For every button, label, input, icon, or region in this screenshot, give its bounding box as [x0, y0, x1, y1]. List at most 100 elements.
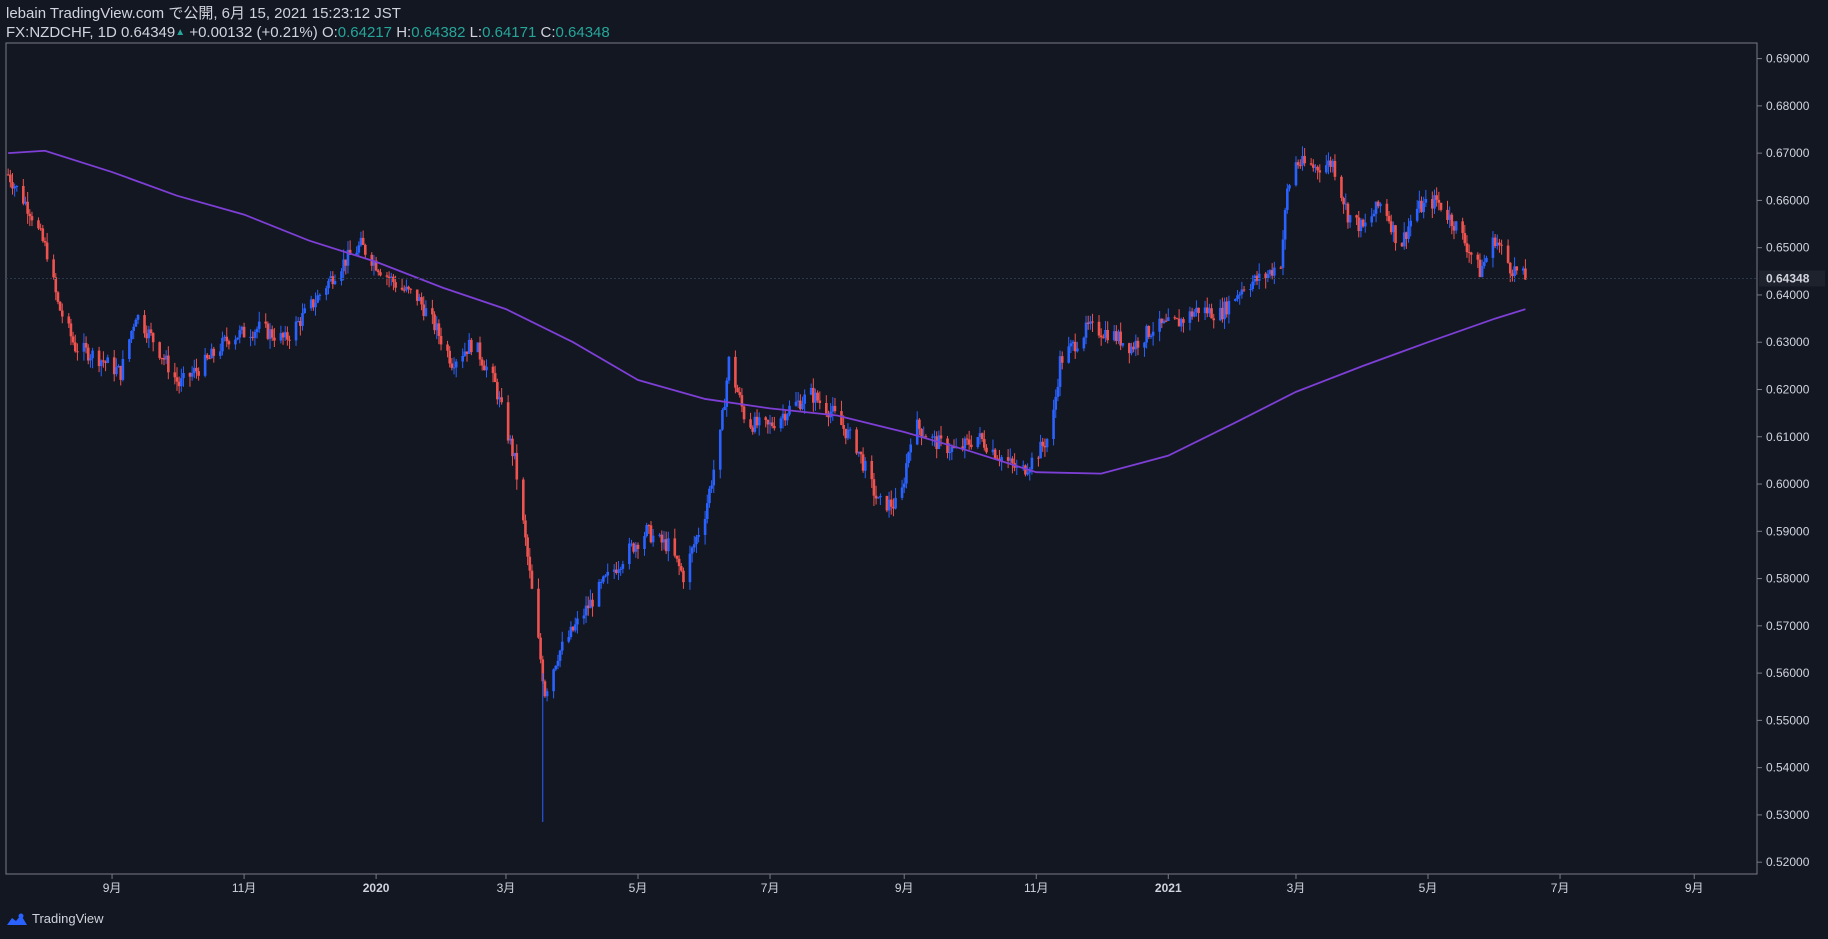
x-tick-label: 11月 [232, 881, 256, 895]
candle-down [1197, 307, 1200, 314]
candle-up [634, 544, 638, 552]
candle-down [84, 342, 88, 348]
candle-down [660, 534, 664, 543]
candle-down [58, 301, 62, 311]
candle-down [195, 367, 198, 372]
candle-up [658, 534, 661, 536]
candle-up [1056, 386, 1060, 397]
candle-down [491, 366, 495, 374]
candle-down [1115, 331, 1118, 341]
candle-up [584, 605, 588, 616]
candle-down [465, 351, 469, 354]
candle-up [357, 245, 361, 253]
y-tick-label: 0.64000 [1766, 288, 1810, 302]
candle-up [1145, 325, 1148, 343]
candle-up [1513, 266, 1516, 277]
candle-down [281, 333, 285, 338]
candle-up [915, 419, 919, 445]
candle-up [697, 534, 700, 537]
candle-down [1452, 226, 1456, 231]
candle-up [976, 437, 980, 448]
last-price: 0.64349 [121, 24, 176, 41]
candle-up [498, 397, 501, 400]
candle-down [1255, 275, 1259, 281]
candle-up [182, 373, 185, 379]
candle-up [218, 351, 222, 356]
candle-up [1195, 307, 1198, 313]
candle-up [1117, 331, 1120, 341]
publish-info: lebain TradingView.com で公開, 6月 15, 2021 … [6, 5, 401, 22]
candle-up [1495, 242, 1499, 247]
candle-down [273, 337, 276, 341]
candle-up [552, 669, 555, 692]
candle-down [1450, 214, 1454, 227]
candle-down [521, 479, 525, 521]
candle-up [589, 599, 592, 609]
candle-up [1324, 165, 1328, 173]
candle-down [102, 360, 105, 362]
candle-up [1281, 239, 1285, 268]
candle-down [407, 286, 410, 289]
y-tick-label: 0.65000 [1766, 241, 1810, 255]
candle-up [1418, 200, 1421, 209]
candle-up [602, 576, 605, 582]
chart-header: lebain TradingView.com で公開, 6月 15, 2021 … [6, 4, 610, 44]
open-label: O: [321, 24, 338, 41]
candle-down [818, 400, 822, 404]
candle-down [177, 381, 181, 387]
candle-up [1448, 214, 1451, 220]
candle-up [1162, 320, 1166, 324]
candle-up [1082, 337, 1086, 349]
candle-up [621, 564, 625, 569]
candle-up [193, 367, 196, 373]
candle-down [483, 365, 486, 371]
candle-up [389, 276, 393, 279]
y-tick-label: 0.55000 [1766, 713, 1810, 727]
candle-down [636, 544, 640, 549]
candle-down [361, 237, 365, 245]
candle-down [874, 495, 878, 499]
candle-down [1316, 166, 1319, 171]
candle-up [931, 436, 934, 438]
candle-up [461, 355, 464, 362]
candle-up [909, 444, 913, 453]
candle-up [283, 332, 287, 338]
candle-up [1234, 298, 1237, 301]
candle-up [857, 451, 861, 454]
x-tick-label: 11月 [1024, 881, 1048, 895]
candle-up [757, 417, 761, 426]
candle-up [703, 519, 707, 535]
candle-down [400, 287, 404, 290]
candle-down [379, 272, 382, 276]
candle-down [76, 351, 79, 353]
candle-down [734, 356, 737, 388]
candle-down [740, 395, 744, 407]
candle-up [115, 367, 118, 375]
candle-down [749, 419, 752, 428]
x-tick-label: 5月 [629, 881, 648, 895]
candle-down [571, 626, 575, 631]
x-tick-label: 7月 [1551, 881, 1570, 895]
candle-up [1374, 201, 1378, 214]
candle-up [814, 392, 817, 403]
candle-down [1296, 162, 1300, 166]
candle-up [1112, 331, 1116, 341]
candle-down [374, 260, 378, 271]
candle-down [1361, 219, 1365, 227]
candle-up [279, 333, 283, 341]
y-tick-label: 0.57000 [1766, 619, 1810, 633]
candle-up [130, 330, 133, 340]
candle-down [1073, 341, 1077, 352]
candle-up [617, 569, 620, 573]
candle-up [1069, 343, 1073, 347]
footer-brand[interactable]: TradingView [6, 911, 104, 926]
candle-down [433, 314, 436, 331]
candle-down [632, 543, 635, 552]
tradingview-logo-icon [7, 913, 27, 925]
candle-up [359, 237, 363, 246]
candle-up [463, 351, 467, 356]
candle-down [446, 344, 449, 351]
candles-group [6, 146, 1527, 702]
candle-up [1482, 261, 1486, 266]
